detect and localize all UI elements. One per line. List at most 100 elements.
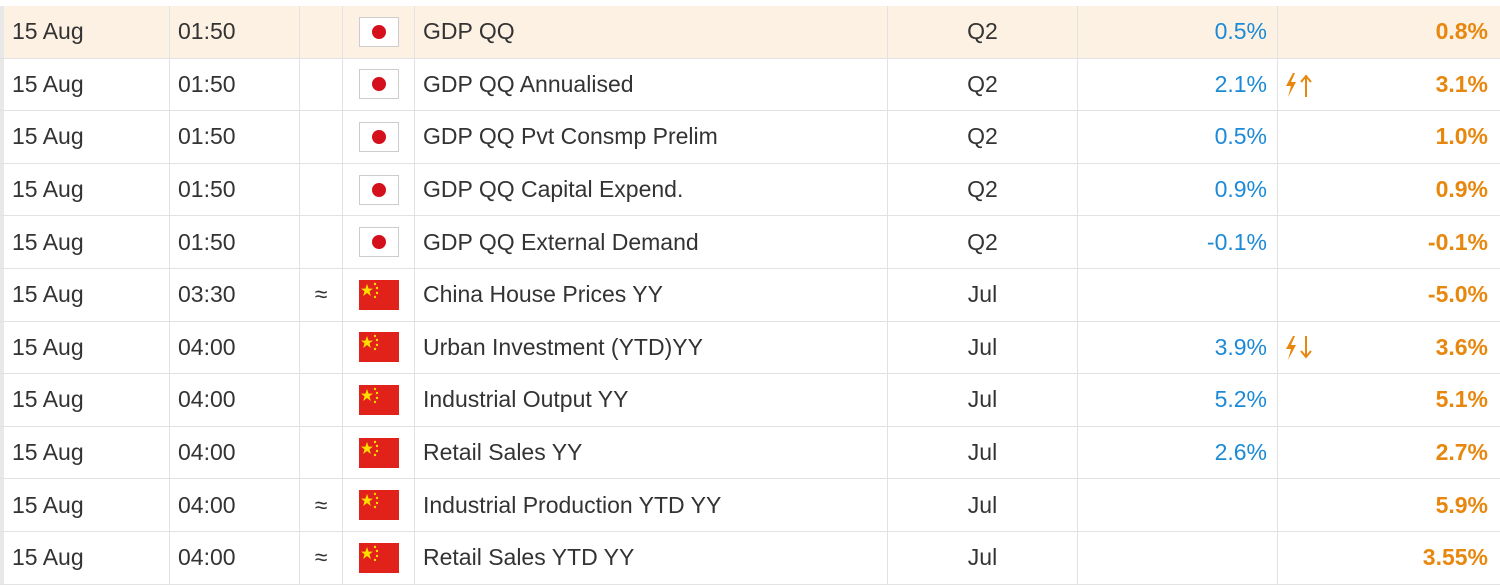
actual-cell [1078,531,1278,584]
flag [359,122,399,152]
time: 01:50 [170,58,300,111]
forecast: 5.1% [1435,386,1488,413]
time: 04:00 [170,374,300,426]
actual: 0.5% [1078,6,1278,58]
flag [359,490,399,520]
time: 01:50 [170,163,300,216]
row[interactable]: 15 Aug 04:00 Industrial Output YY Jul 5.2% 5… [0,374,1500,427]
row[interactable]: 15 Aug 01:50 GDP QQ Q2 0.5% 0.8% [0,6,1500,59]
event: GDP QQ Annualised [415,58,888,111]
event: China House Prices YY [415,268,888,321]
actual: 0.9% [1078,163,1278,216]
actual-cell [1078,268,1278,321]
marker: ≈ [300,268,343,321]
date: 15 Aug [0,6,170,58]
flag [359,280,399,310]
date: 15 Aug [0,531,170,584]
actual-cell [1078,479,1278,531]
period: Jul [888,531,1078,584]
actual: -0.1% [1078,216,1278,268]
flag-cell [343,58,415,111]
time: 01:50 [170,216,300,268]
actual: 2.6% [1078,426,1278,479]
forecast: -0.1% [1427,228,1488,255]
marker-cell [300,163,343,216]
flag-cell [343,321,415,374]
flag [359,332,399,362]
event: GDP QQ Capital Expend. [415,163,888,216]
date: 15 Aug [0,374,170,426]
marker-cell [300,58,343,111]
flag [359,227,399,257]
marker-cell [300,6,343,58]
period: Q2 [888,58,1078,111]
period: Jul [888,426,1078,479]
forecast: 2.7% [1435,439,1488,466]
forecast-cell: 3.1% [1278,59,1500,111]
flag-cell [343,216,415,268]
event: Urban Investment (YTD)YY [415,321,888,374]
marker-cell [300,321,343,374]
actual: 3.9% [1078,321,1278,374]
date: 15 Aug [0,111,170,163]
date: 15 Aug [0,321,170,374]
flag-cell [343,6,415,58]
flag-cell [343,479,415,531]
row[interactable]: 15 Aug 03:30 ≈ China House Prices YY Jul -5.… [0,268,1500,322]
flag [359,385,399,415]
forecast: 0.8% [1435,18,1488,45]
period: Q2 [888,111,1078,163]
row[interactable]: 15 Aug 01:50 GDP QQ Capital Expend. Q2 0.9%… [0,163,1500,217]
event: GDP QQ Pvt Consmp Prelim [415,111,888,163]
period: Q2 [888,163,1078,216]
forecast-cell: 3.6% [1278,322,1500,374]
time: 01:50 [170,111,300,163]
surprise-up-icon [1284,73,1318,97]
surprise-down-icon [1284,336,1318,360]
time: 01:50 [170,6,300,58]
calendar-table: 15 Aug 01:50 GDP QQ Q2 0.5% 0.8% 15 Aug 01:50… [0,6,1500,585]
actual: 5.2% [1078,374,1278,426]
forecast: 3.1% [1435,70,1488,97]
flag [359,69,399,99]
flag-cell [343,531,415,584]
time: 04:00 [170,321,300,374]
flag [359,438,399,468]
marker-cell [300,374,343,426]
event: Retail Sales YY [415,426,888,479]
period: Jul [888,479,1078,531]
date: 15 Aug [0,268,170,321]
event: Industrial Output YY [415,374,888,426]
forecast: 1.0% [1435,123,1488,150]
flag [359,543,399,573]
forecast: 0.9% [1435,176,1488,203]
period: Q2 [888,216,1078,268]
marker-cell [300,111,343,163]
date: 15 Aug [0,216,170,268]
row[interactable]: 15 Aug 04:00 ≈ Retail Sales YTD YY Jul 3.55% [0,531,1500,585]
event: Retail Sales YTD YY [415,531,888,584]
time: 04:00 [170,426,300,479]
event: GDP QQ [415,6,888,58]
row[interactable]: 15 Aug 01:50 GDP QQ Pvt Consmp Prelim Q2 0.… [0,111,1500,164]
row[interactable]: 15 Aug 04:00 Retail Sales YY Jul 2.6% 2.7% [0,426,1500,480]
date: 15 Aug [0,58,170,111]
row[interactable]: 15 Aug 01:50 GDP QQ External Demand Q2 -0.1… [0,216,1500,269]
forecast: 5.9% [1435,491,1488,518]
event: GDP QQ External Demand [415,216,888,268]
forecast: 3.6% [1435,333,1488,360]
period: Q2 [888,6,1078,58]
row[interactable]: 15 Aug 01:50 GDP QQ Annualised Q2 2.1% 3.1% [0,58,1500,112]
time: 03:30 [170,268,300,321]
row[interactable]: 15 Aug 04:00 ≈ Industrial Production YTD Y… [0,479,1500,532]
actual: 2.1% [1078,58,1278,111]
marker: ≈ [300,479,343,531]
flag-cell [343,163,415,216]
period: Jul [888,321,1078,374]
date: 15 Aug [0,426,170,479]
row[interactable]: 15 Aug 04:00 Urban Investment (YTD)YY Jul 3… [0,321,1500,375]
flag [359,17,399,47]
marker-cell [300,426,343,479]
time: 04:00 [170,531,300,584]
